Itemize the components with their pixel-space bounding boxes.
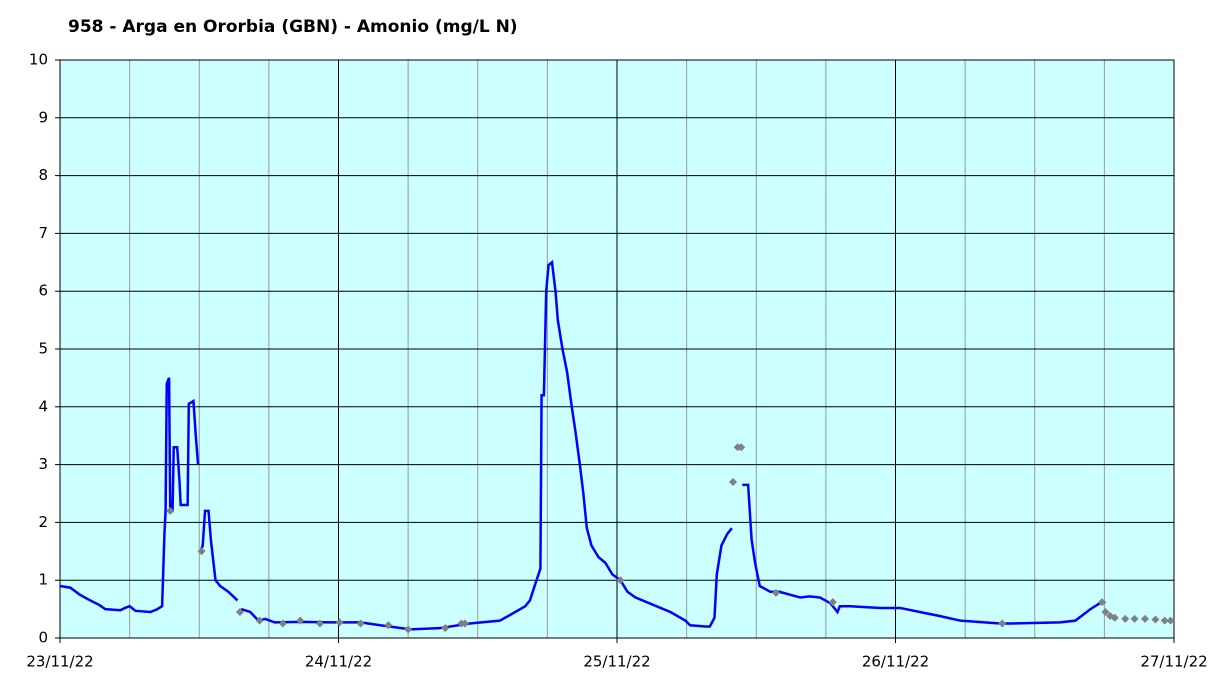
data-point [296, 616, 305, 625]
data-point [460, 619, 469, 628]
data-point [255, 616, 264, 625]
y-tick-label: 5 [38, 340, 48, 358]
chart-title: 958 - Arga en Ororbia (GBN) - Amonio (mg… [68, 17, 518, 37]
y-tick-label: 10 [29, 51, 48, 69]
x-tick-label: 24/11/22 [305, 653, 372, 671]
y-tick-label: 2 [38, 513, 48, 531]
data-point [1121, 614, 1130, 623]
y-tick-label: 6 [38, 282, 48, 300]
x-tick-label: 26/11/22 [862, 653, 929, 671]
y-tick-label: 1 [38, 571, 48, 589]
y-tick-label: 0 [38, 629, 48, 647]
y-tick-label: 8 [38, 166, 48, 184]
data-point [729, 477, 738, 486]
data-point [384, 621, 393, 630]
data-point [441, 624, 450, 633]
data-point [166, 506, 175, 515]
data-point [1101, 607, 1110, 616]
y-tick-label: 4 [38, 397, 48, 415]
data-point [335, 618, 344, 627]
x-tick-label: 23/11/22 [26, 653, 93, 671]
data-point [1160, 616, 1169, 625]
data-point [404, 625, 413, 634]
data-point [1130, 614, 1139, 623]
data-point [278, 619, 287, 628]
data-point [771, 588, 780, 597]
data-point [1151, 615, 1160, 624]
data-point [828, 598, 837, 607]
data-line [59, 259, 1106, 631]
y-tick-label: 3 [38, 455, 48, 473]
x-tick-label: 25/11/22 [583, 653, 650, 671]
data-point [737, 443, 746, 452]
x-tick-label: 27/11/22 [1140, 653, 1207, 671]
data-point [315, 619, 324, 628]
y-tick-label: 7 [38, 224, 48, 242]
data-point [1098, 598, 1107, 607]
data-point [1140, 614, 1149, 623]
data-point [616, 576, 625, 585]
data-point [197, 547, 206, 556]
data-point [235, 607, 244, 616]
data-point [1110, 613, 1119, 622]
data-point [998, 619, 1007, 628]
data-point [356, 619, 365, 628]
data-point [1166, 616, 1175, 625]
y-tick-label: 9 [38, 108, 48, 126]
